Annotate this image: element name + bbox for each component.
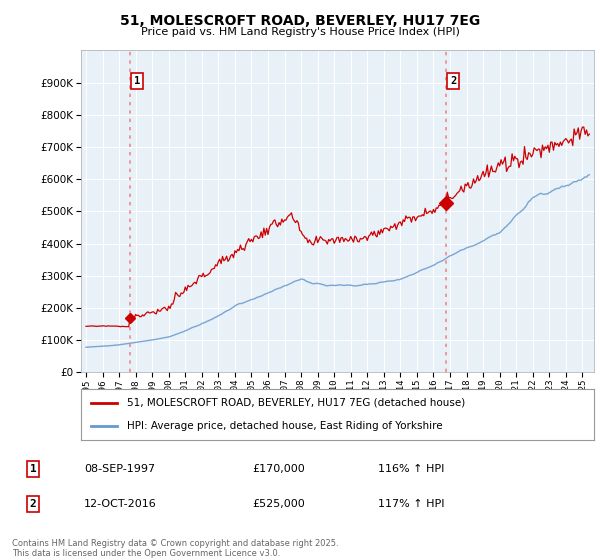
Text: £525,000: £525,000 [252, 499, 305, 509]
Text: 1: 1 [134, 76, 140, 86]
Text: 1: 1 [29, 464, 37, 474]
Text: Contains HM Land Registry data © Crown copyright and database right 2025.
This d: Contains HM Land Registry data © Crown c… [12, 539, 338, 558]
Text: 116% ↑ HPI: 116% ↑ HPI [378, 464, 445, 474]
Text: HPI: Average price, detached house, East Riding of Yorkshire: HPI: Average price, detached house, East… [127, 421, 443, 431]
Text: 51, MOLESCROFT ROAD, BEVERLEY, HU17 7EG (detached house): 51, MOLESCROFT ROAD, BEVERLEY, HU17 7EG … [127, 398, 466, 408]
Text: £170,000: £170,000 [252, 464, 305, 474]
Text: 51, MOLESCROFT ROAD, BEVERLEY, HU17 7EG: 51, MOLESCROFT ROAD, BEVERLEY, HU17 7EG [120, 14, 480, 28]
Text: 117% ↑ HPI: 117% ↑ HPI [378, 499, 445, 509]
Text: Price paid vs. HM Land Registry's House Price Index (HPI): Price paid vs. HM Land Registry's House … [140, 27, 460, 37]
Text: 2: 2 [450, 76, 456, 86]
Text: 12-OCT-2016: 12-OCT-2016 [84, 499, 157, 509]
Text: 08-SEP-1997: 08-SEP-1997 [84, 464, 155, 474]
Text: 2: 2 [29, 499, 37, 509]
